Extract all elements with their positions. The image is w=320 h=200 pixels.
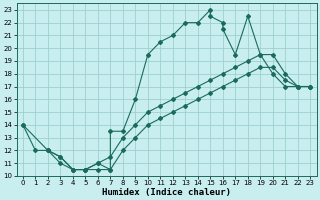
X-axis label: Humidex (Indice chaleur): Humidex (Indice chaleur) — [102, 188, 231, 197]
